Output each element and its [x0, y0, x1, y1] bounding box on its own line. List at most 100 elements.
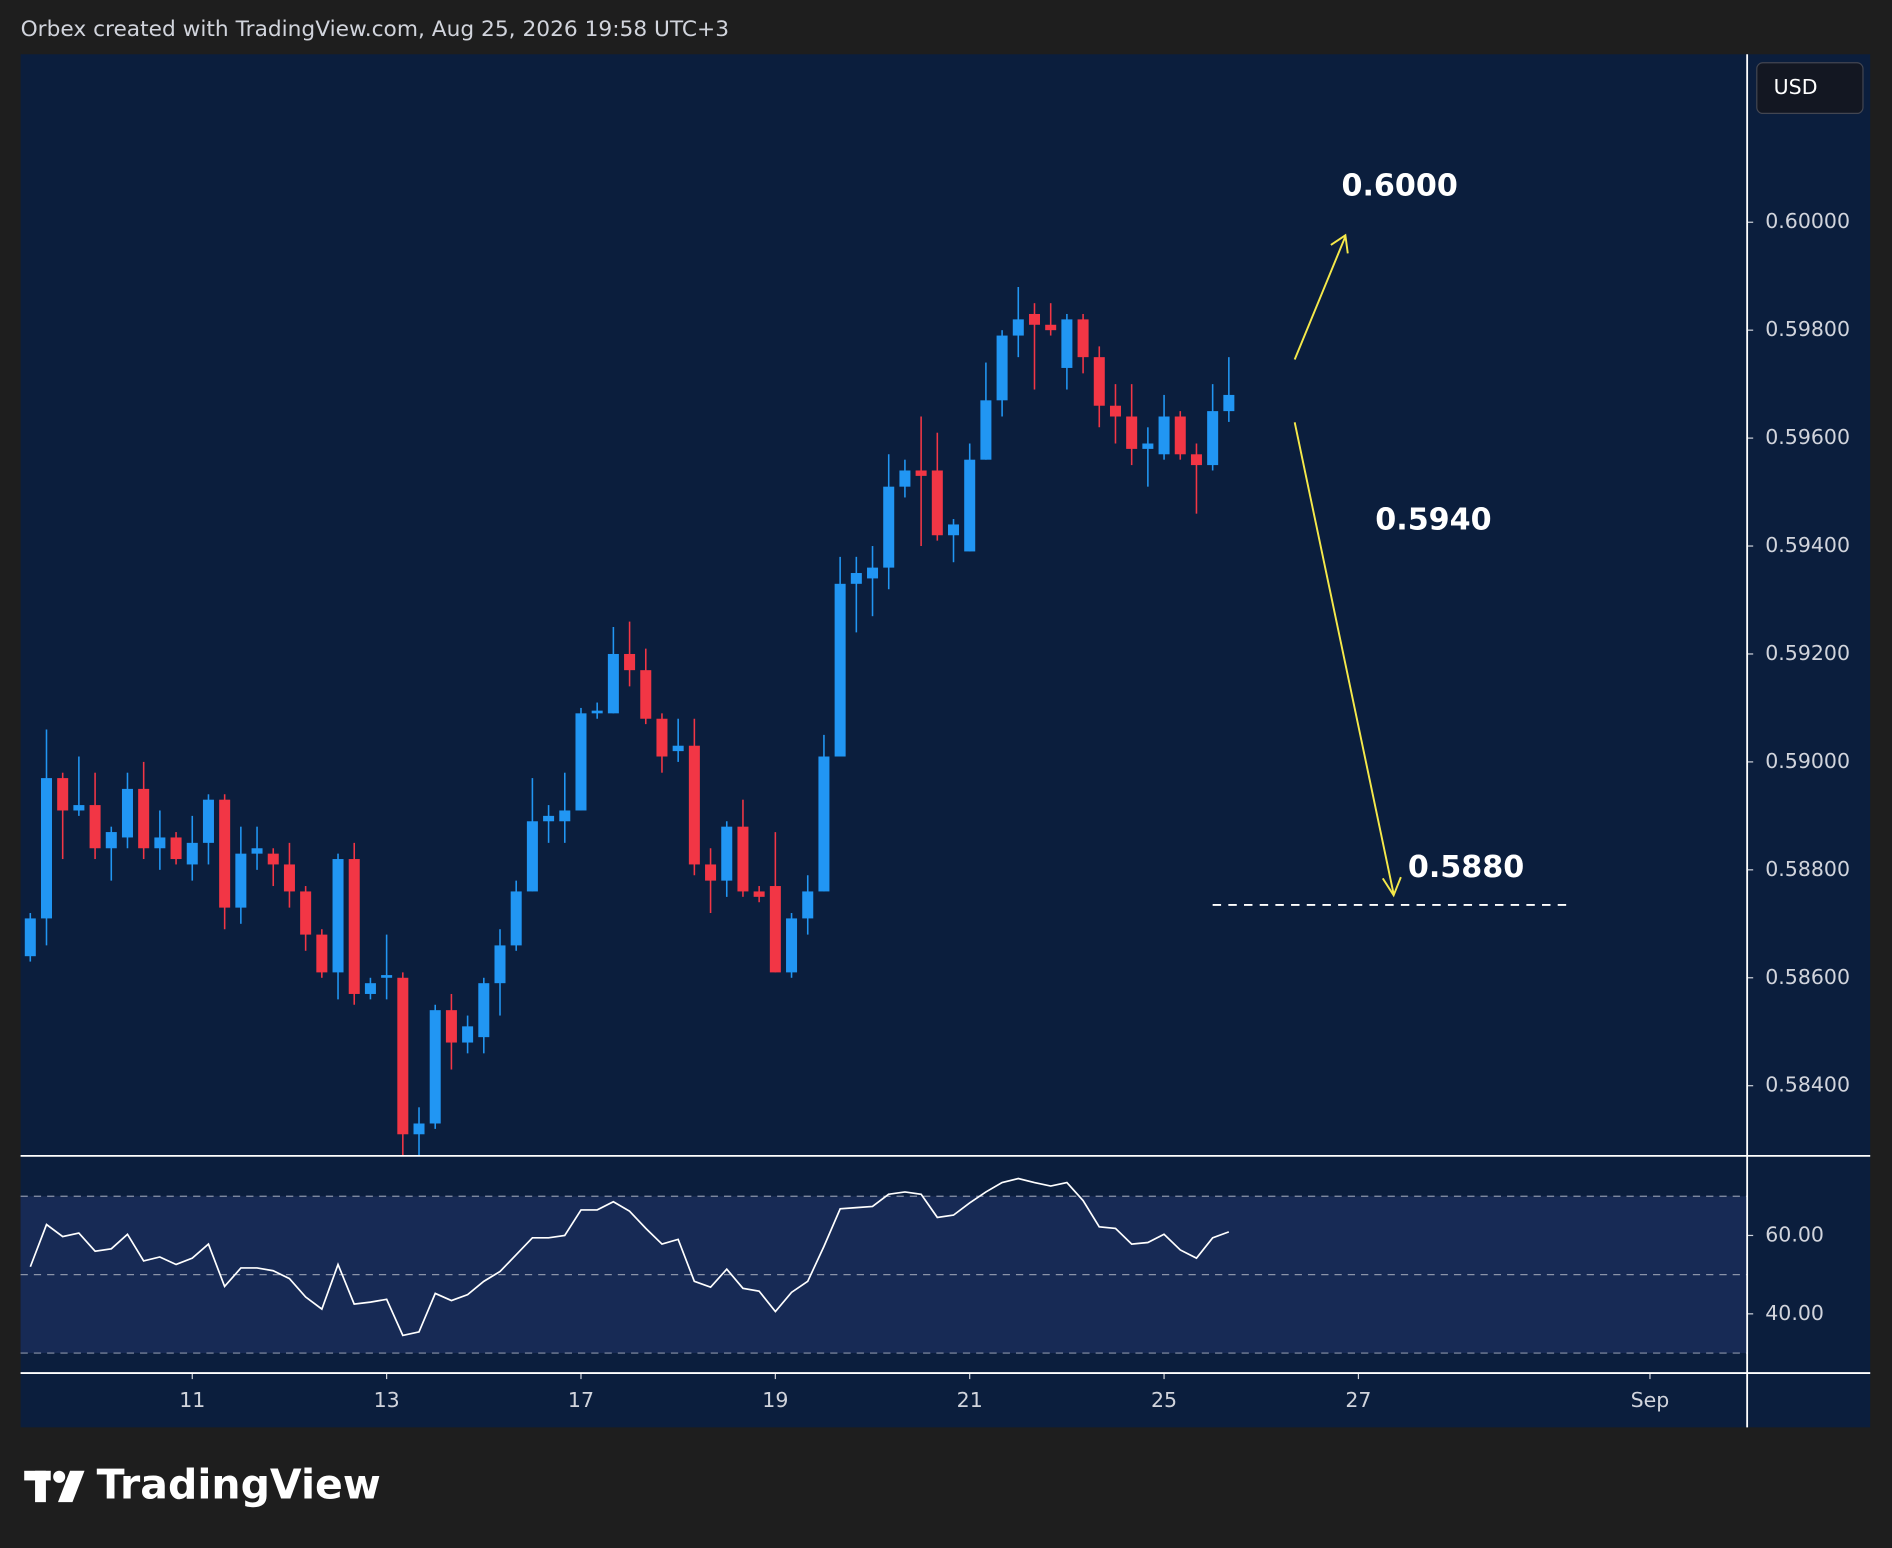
candle-body — [867, 567, 879, 579]
candle-body — [397, 977, 409, 1135]
candle-body — [705, 864, 717, 881]
candle-body — [1077, 319, 1089, 358]
annotation: 0.5940 — [1375, 503, 1491, 538]
candle-body — [980, 400, 992, 460]
plot-layer: 0.58400 0.58600 0.58800 0.59000 0.59200 0.594… — [20, 209, 1850, 1412]
annotation: 0.6000 — [1341, 169, 1457, 204]
candle-body — [1045, 324, 1057, 331]
candle-body — [1028, 313, 1040, 325]
y-tick-label: 40.00 — [1765, 1301, 1824, 1325]
candle-body — [316, 934, 328, 973]
candle-body — [381, 975, 393, 978]
candle-body — [721, 826, 733, 881]
candle-body — [154, 837, 166, 849]
x-tick-label: 21 — [957, 1388, 983, 1412]
candle-body — [931, 470, 943, 536]
candle-body — [899, 470, 911, 487]
y-tick-label: 0.60000 — [1765, 209, 1850, 233]
candle-body — [607, 653, 619, 714]
candle-body — [1061, 319, 1073, 368]
y-tick-label: 0.59200 — [1765, 641, 1850, 665]
candle-body — [105, 832, 117, 849]
candle-body — [332, 859, 344, 973]
candle-body — [1174, 416, 1186, 455]
candle-body — [1142, 443, 1154, 449]
header-text: Orbex created with TradingView.com, Aug … — [21, 17, 729, 42]
candle-body — [445, 1010, 457, 1043]
currency-label: USD — [1774, 75, 1818, 99]
arrow-up — [1293, 236, 1347, 360]
y-tick-label: 0.59400 — [1765, 533, 1850, 557]
candle-body — [1207, 411, 1219, 466]
candle-body — [364, 983, 376, 994]
candle-body — [121, 788, 133, 838]
candle-body — [688, 745, 700, 865]
candle-body — [591, 710, 603, 714]
candle-body — [737, 826, 749, 892]
candle-body — [73, 805, 85, 811]
candle-body — [656, 718, 668, 757]
candle-body — [769, 886, 781, 973]
x-tick-label: 27 — [1345, 1388, 1371, 1412]
candle-body — [915, 470, 927, 476]
rsi-line — [29, 1177, 1230, 1337]
arrow-head — [1381, 876, 1402, 898]
candle-body — [478, 983, 490, 1038]
logo-part — [53, 1470, 66, 1483]
candle-body — [1158, 416, 1170, 455]
candle-body — [429, 1010, 441, 1124]
candle-body — [543, 815, 555, 822]
candle-body — [138, 788, 150, 849]
candle-body — [267, 853, 279, 865]
candle-body — [624, 653, 636, 671]
candle-body — [948, 524, 960, 536]
candle-body — [1109, 405, 1121, 417]
candle-body — [575, 713, 587, 811]
annotation: 0.5880 — [1408, 850, 1524, 885]
y-tick-label: 0.58800 — [1765, 857, 1850, 881]
candle-body — [24, 918, 36, 957]
candle-body — [251, 848, 263, 854]
candle-body — [413, 1123, 425, 1135]
candle-body — [40, 778, 52, 919]
candle-body — [1223, 394, 1235, 412]
arrow-head — [1330, 233, 1349, 254]
target-arrows — [1293, 233, 1402, 898]
candle-body — [672, 745, 684, 752]
candle-body — [1190, 454, 1202, 466]
candle-body — [186, 842, 198, 865]
candle-body — [640, 670, 652, 719]
y-tick-label: 0.58600 — [1765, 965, 1850, 989]
x-tick-label: 19 — [762, 1388, 788, 1412]
candle-body — [89, 805, 101, 849]
candle-body — [850, 573, 862, 584]
candle-body — [283, 864, 295, 892]
y-tick-label: 0.59600 — [1765, 425, 1850, 449]
candle-body — [494, 945, 506, 984]
x-tick-label: Sep — [1631, 1388, 1670, 1412]
candle-body — [202, 799, 214, 843]
candle-body — [996, 335, 1008, 401]
candle-body — [348, 859, 360, 994]
candle-body — [559, 810, 571, 822]
candle-body — [235, 853, 247, 908]
candle-body — [1012, 319, 1024, 336]
candle-body — [818, 756, 830, 892]
y-tick-label: 60.00 — [1765, 1222, 1824, 1246]
candle-body — [57, 778, 69, 811]
candle-body — [300, 891, 312, 935]
arrow-down — [1293, 422, 1395, 895]
brand-name: TradingView — [97, 1461, 381, 1509]
candle-body — [526, 821, 538, 892]
y-tick-label: 0.58400 — [1765, 1073, 1850, 1097]
y-tick-label: 0.59000 — [1765, 749, 1850, 773]
candle-body — [834, 583, 846, 757]
x-tick-label: 25 — [1151, 1388, 1177, 1412]
candle-body — [510, 891, 522, 946]
candle-body — [802, 891, 814, 919]
candle-body — [170, 837, 182, 860]
currency-button[interactable] — [1756, 62, 1864, 115]
candle-body — [1126, 416, 1138, 449]
candle-body — [1093, 357, 1105, 406]
